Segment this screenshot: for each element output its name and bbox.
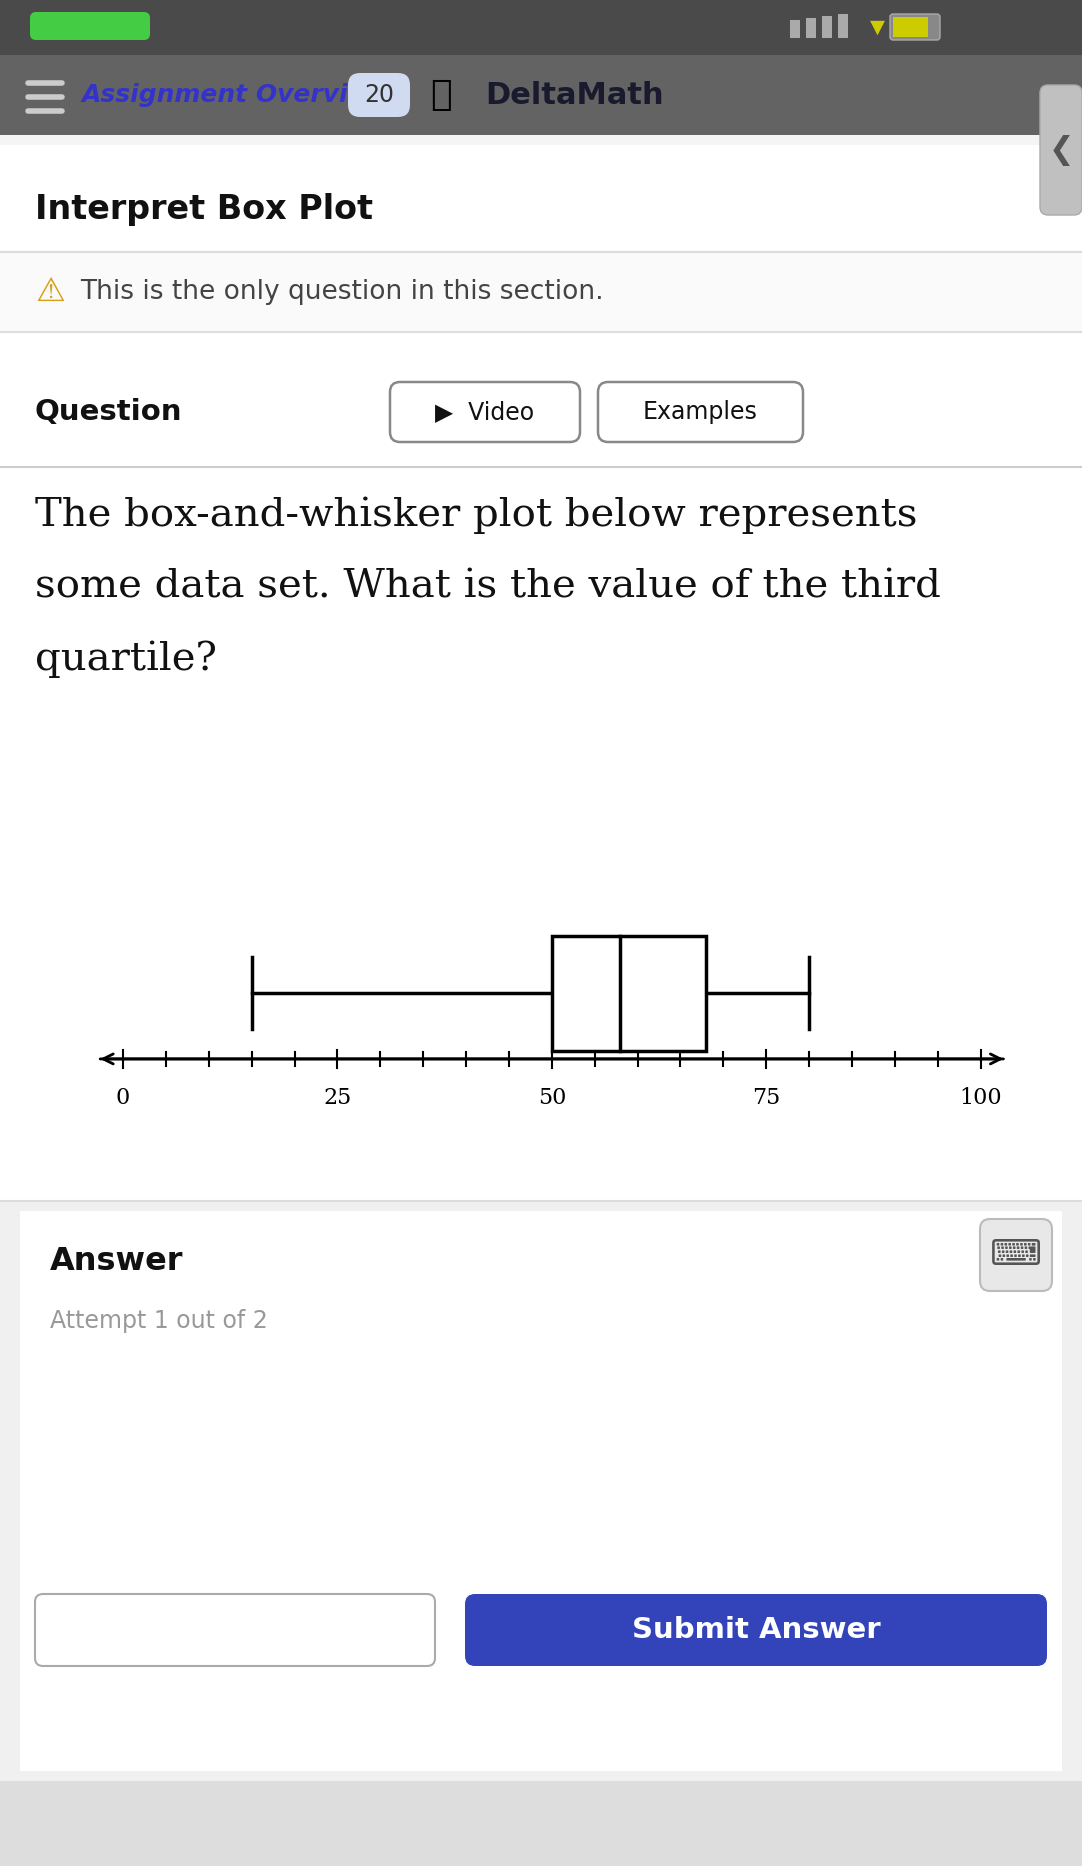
FancyBboxPatch shape [348, 73, 410, 118]
FancyBboxPatch shape [0, 1780, 1082, 1866]
Text: ❮: ❮ [1048, 134, 1073, 166]
Text: quartile?: quartile? [35, 642, 217, 679]
Text: Submit Answer: Submit Answer [632, 1616, 881, 1644]
FancyBboxPatch shape [0, 54, 1082, 134]
Text: 20: 20 [364, 82, 394, 106]
FancyBboxPatch shape [837, 15, 848, 37]
FancyBboxPatch shape [1040, 86, 1082, 215]
FancyBboxPatch shape [890, 15, 940, 39]
Text: Interpret Box Plot: Interpret Box Plot [35, 194, 373, 226]
FancyBboxPatch shape [598, 383, 803, 442]
FancyBboxPatch shape [390, 383, 580, 442]
Text: DeltaMath: DeltaMath [485, 80, 663, 110]
FancyBboxPatch shape [30, 11, 150, 39]
Text: The box-and-whisker plot below represents: The box-and-whisker plot below represent… [35, 496, 918, 534]
FancyBboxPatch shape [806, 19, 816, 37]
Text: Examples: Examples [643, 399, 757, 424]
Text: ⚠: ⚠ [35, 276, 65, 308]
FancyBboxPatch shape [19, 1211, 1063, 1771]
Text: This is the only question in this section.: This is the only question in this sectio… [80, 280, 604, 304]
Bar [552, 935, 707, 1051]
Text: Assignment Overview: Assignment Overview [82, 82, 388, 106]
Text: ⌨: ⌨ [990, 1237, 1042, 1273]
FancyBboxPatch shape [980, 1218, 1052, 1291]
FancyBboxPatch shape [0, 252, 1082, 332]
FancyBboxPatch shape [893, 17, 928, 37]
Text: some data set. What is the value of the third: some data set. What is the value of the … [35, 569, 941, 606]
Text: 100: 100 [960, 1086, 1002, 1108]
Text: 50: 50 [538, 1086, 566, 1108]
FancyBboxPatch shape [0, 0, 1082, 54]
FancyBboxPatch shape [790, 21, 800, 37]
Text: Answer: Answer [50, 1245, 184, 1276]
FancyBboxPatch shape [0, 134, 1082, 1786]
Text: Attempt 1 out of 2: Attempt 1 out of 2 [50, 1310, 267, 1332]
Text: Question: Question [35, 397, 183, 425]
Text: 0: 0 [116, 1086, 130, 1108]
FancyBboxPatch shape [465, 1594, 1047, 1666]
FancyBboxPatch shape [822, 17, 832, 37]
Text: 75: 75 [752, 1086, 780, 1108]
Text: ▶  Video: ▶ Video [435, 399, 535, 424]
Text: 🎓: 🎓 [430, 78, 451, 112]
FancyBboxPatch shape [0, 1202, 1082, 1780]
FancyBboxPatch shape [0, 146, 1082, 1786]
Text: ▼: ▼ [870, 17, 885, 37]
Text: 25: 25 [324, 1086, 352, 1108]
FancyBboxPatch shape [35, 1594, 435, 1666]
